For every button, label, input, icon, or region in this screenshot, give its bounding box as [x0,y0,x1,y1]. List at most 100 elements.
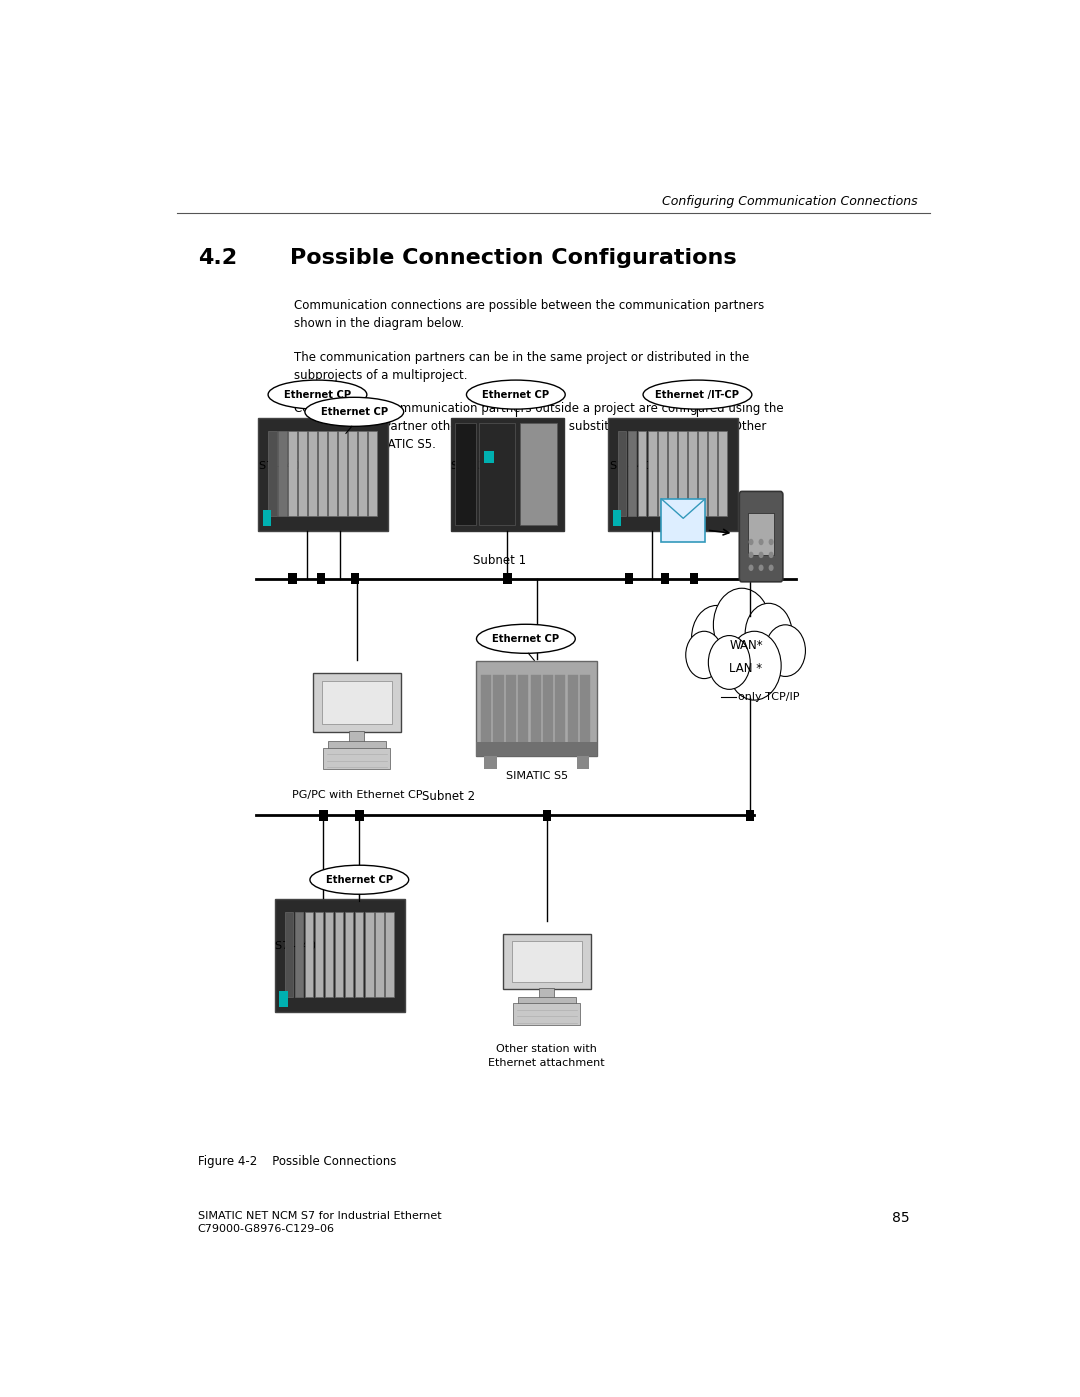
Text: Communication connections are possible between the communication partners
shown : Communication connections are possible b… [294,299,765,330]
FancyBboxPatch shape [313,673,401,732]
FancyBboxPatch shape [577,756,589,768]
FancyBboxPatch shape [678,432,687,515]
FancyBboxPatch shape [512,942,582,982]
Text: S7 – 400: S7 – 400 [609,461,658,471]
FancyBboxPatch shape [348,432,356,515]
Text: Figure 4-2    Possible Connections: Figure 4-2 Possible Connections [198,1155,396,1168]
FancyBboxPatch shape [368,432,377,515]
FancyBboxPatch shape [661,573,669,584]
Circle shape [769,539,773,545]
FancyBboxPatch shape [308,432,316,515]
FancyBboxPatch shape [262,510,271,527]
FancyBboxPatch shape [503,933,591,989]
FancyBboxPatch shape [328,432,337,515]
Text: LAN *: LAN * [729,662,762,675]
Text: Ethernet CP: Ethernet CP [492,634,559,644]
FancyBboxPatch shape [658,432,666,515]
Circle shape [769,552,773,559]
Text: Ethernet CP: Ethernet CP [326,875,393,884]
FancyBboxPatch shape [325,912,334,997]
Circle shape [714,588,770,661]
FancyBboxPatch shape [451,418,564,531]
Text: 85: 85 [892,1211,909,1225]
FancyBboxPatch shape [268,432,276,515]
Circle shape [728,631,781,700]
Circle shape [748,552,754,559]
FancyBboxPatch shape [359,432,367,515]
FancyBboxPatch shape [580,675,590,743]
Text: The communication partners can be in the same project or distributed in the
subp: The communication partners can be in the… [294,351,750,381]
FancyBboxPatch shape [349,731,364,743]
Circle shape [691,605,742,671]
Circle shape [766,624,806,676]
FancyBboxPatch shape [661,499,705,542]
Text: Subnet 1: Subnet 1 [473,553,526,567]
Circle shape [686,631,723,679]
FancyBboxPatch shape [519,423,557,525]
FancyBboxPatch shape [494,675,503,743]
Text: WAN*: WAN* [729,638,762,652]
FancyBboxPatch shape [285,912,294,997]
FancyBboxPatch shape [275,898,405,1011]
Text: S7 – 400: S7 – 400 [259,461,307,471]
Circle shape [758,564,764,571]
FancyBboxPatch shape [288,573,297,584]
FancyBboxPatch shape [322,682,392,724]
Circle shape [708,636,751,689]
FancyBboxPatch shape [355,912,364,997]
FancyBboxPatch shape [555,675,566,743]
FancyBboxPatch shape [746,810,754,820]
FancyBboxPatch shape [688,432,697,515]
Ellipse shape [305,397,404,426]
FancyBboxPatch shape [338,432,347,515]
FancyBboxPatch shape [485,451,495,464]
Circle shape [748,564,754,571]
FancyBboxPatch shape [386,912,393,997]
FancyBboxPatch shape [608,418,738,531]
Text: Connections to communication partners outside a project are configured using the: Connections to communication partners ou… [294,402,784,451]
Ellipse shape [310,865,408,894]
FancyBboxPatch shape [355,810,364,820]
Circle shape [745,604,792,664]
Text: Possible Connection Configurations: Possible Connection Configurations [289,249,737,268]
FancyBboxPatch shape [618,432,626,515]
FancyBboxPatch shape [708,432,717,515]
FancyBboxPatch shape [648,432,657,515]
FancyBboxPatch shape [476,742,597,756]
FancyBboxPatch shape [624,573,633,584]
FancyBboxPatch shape [295,912,303,997]
FancyBboxPatch shape [518,675,528,743]
FancyBboxPatch shape [480,423,514,525]
FancyBboxPatch shape [503,573,512,584]
Text: Ethernet CP: Ethernet CP [284,390,351,400]
Text: 4.2: 4.2 [198,249,237,268]
FancyBboxPatch shape [568,675,578,743]
Circle shape [748,539,754,545]
FancyBboxPatch shape [612,510,621,527]
FancyBboxPatch shape [351,573,360,584]
Text: Subnet 2: Subnet 2 [422,791,475,803]
FancyBboxPatch shape [298,432,307,515]
FancyBboxPatch shape [316,573,325,584]
Text: PG/PC with Ethernet CP: PG/PC with Ethernet CP [292,791,422,800]
Text: SIMATIC S5: SIMATIC S5 [505,771,568,781]
FancyBboxPatch shape [505,675,516,743]
FancyBboxPatch shape [280,990,287,1007]
FancyBboxPatch shape [320,810,327,820]
Text: Configuring Communication Connections: Configuring Communication Connections [662,194,918,208]
Ellipse shape [268,380,367,409]
Text: Ethernet /IT-CP: Ethernet /IT-CP [656,390,740,400]
Ellipse shape [643,380,752,409]
FancyBboxPatch shape [690,573,699,584]
FancyBboxPatch shape [335,912,343,997]
Text: S7 – 400: S7 – 400 [274,942,323,951]
FancyBboxPatch shape [627,432,636,515]
FancyBboxPatch shape [638,432,647,515]
Text: Ethernet CP: Ethernet CP [483,390,550,400]
FancyBboxPatch shape [718,432,727,515]
FancyBboxPatch shape [481,675,491,743]
Text: Ethernet CP: Ethernet CP [321,407,388,416]
FancyBboxPatch shape [455,423,476,525]
FancyBboxPatch shape [288,432,297,515]
FancyBboxPatch shape [542,810,551,820]
